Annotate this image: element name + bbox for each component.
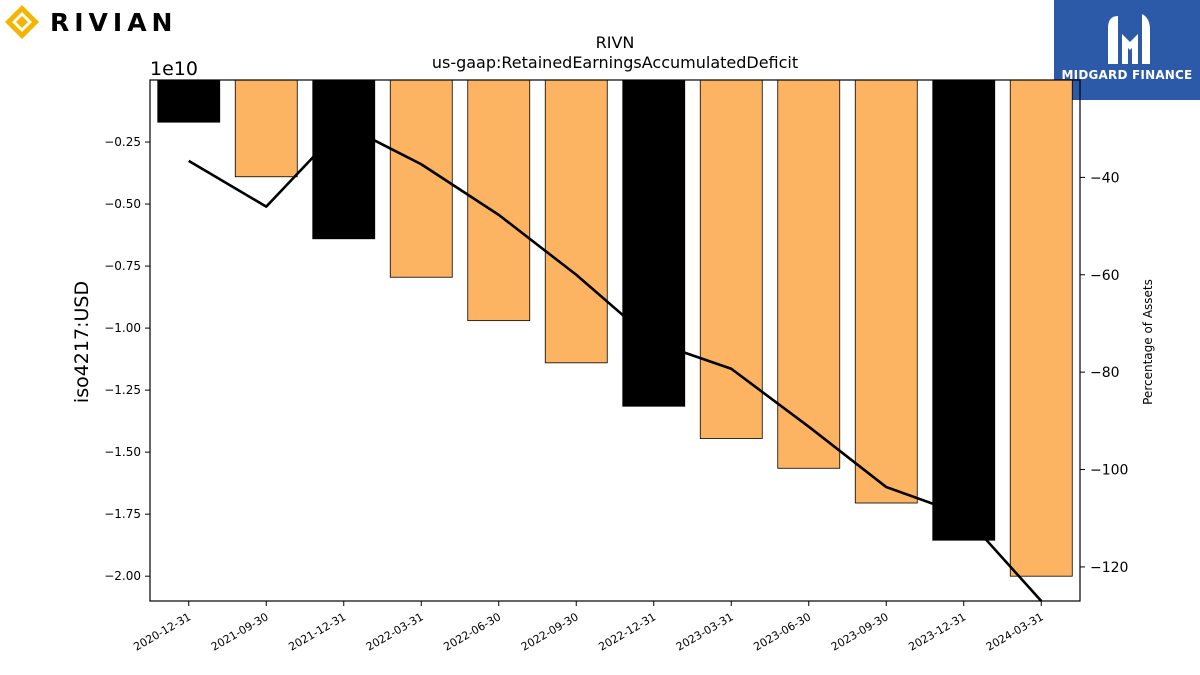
- y-tick-label: −2.00: [104, 569, 141, 583]
- x-tick-label: 2020-12-31: [131, 610, 193, 653]
- bar-2022-12-31: [622, 79, 686, 407]
- chart-title: RIVN: [596, 33, 635, 52]
- bar-2024-03-31: [1009, 79, 1073, 577]
- bar-2020-12-31: [157, 79, 221, 123]
- bar-2023-03-31: [699, 79, 763, 439]
- offset-text: 1e10: [150, 58, 198, 80]
- rivian-emblem-icon: [5, 5, 39, 39]
- x-tick-label: 2023-03-31: [674, 610, 736, 653]
- midgard-wordmark: MIDGARD FINANCE: [1061, 68, 1193, 82]
- x-tick-label: 2023-09-30: [829, 610, 891, 653]
- left-axis-ticks: −0.25 −0.50 −0.75 −1.00 −1.25 −1.50 −1.75 −2.00: [104, 135, 150, 583]
- midgard-emblem-icon: [1108, 14, 1150, 64]
- midgard-finance-logo: MIDGARD FINANCE: [1054, 0, 1200, 100]
- x-tick-label: 2022-12-31: [596, 610, 658, 653]
- x-tick-label: 2023-12-31: [906, 610, 968, 653]
- y-tick-label: −1.25: [104, 383, 141, 397]
- y-right-tick-label: −120: [1090, 560, 1128, 576]
- x-tick-label: 2021-09-30: [209, 610, 271, 653]
- line-layer: [188, 123, 1043, 602]
- bar-2023-09-30: [854, 79, 918, 504]
- plot-frame: [149, 79, 1081, 602]
- x-tick-label: 2022-06-30: [441, 610, 503, 653]
- x-tick-label: 2021-12-31: [286, 610, 348, 653]
- y-axis-right-label: Percentage of Assets: [1141, 279, 1155, 405]
- bar-2021-12-31: [312, 79, 376, 240]
- y-right-tick-label: −80: [1090, 365, 1120, 381]
- rivian-wordmark: RIVIAN: [50, 7, 178, 37]
- x-tick-label: 2024-03-31: [984, 610, 1046, 653]
- x-tick-label: 2022-03-31: [364, 610, 426, 653]
- rivian-logo: RIVIAN: [4, 4, 177, 40]
- y-tick-label: −0.50: [104, 197, 141, 211]
- bar-2021-09-30: [234, 79, 298, 178]
- y-axis-label: iso4217:USD: [71, 281, 93, 403]
- y-tick-label: −0.25: [104, 135, 141, 149]
- chart-subtitle: us-gaap:RetainedEarningsAccumulatedDefic…: [432, 53, 798, 72]
- bars-layer: [157, 79, 1073, 577]
- y-tick-label: −1.75: [104, 507, 141, 521]
- bar-2023-06-30: [777, 79, 841, 469]
- percentage-of-assets-line: [188, 123, 1043, 602]
- x-axis-ticks: 2020-12-31 2021-09-30 2021-12-31 2022-03-31…: [131, 601, 1046, 654]
- right-axis-ticks: −40 −60 −80 −100 −120: [1080, 170, 1128, 576]
- y-right-tick-label: −100: [1090, 463, 1128, 479]
- x-tick-label: 2023-06-30: [751, 610, 813, 653]
- y-right-tick-label: −60: [1090, 268, 1120, 284]
- x-tick-label: 2022-09-30: [519, 610, 581, 653]
- bar-2022-09-30: [544, 79, 608, 364]
- y-tick-label: −1.50: [104, 445, 141, 459]
- y-tick-label: −0.75: [104, 259, 141, 273]
- y-right-tick-label: −40: [1090, 170, 1120, 186]
- bar-2023-12-31: [932, 79, 996, 541]
- y-tick-label: −1.00: [104, 321, 141, 335]
